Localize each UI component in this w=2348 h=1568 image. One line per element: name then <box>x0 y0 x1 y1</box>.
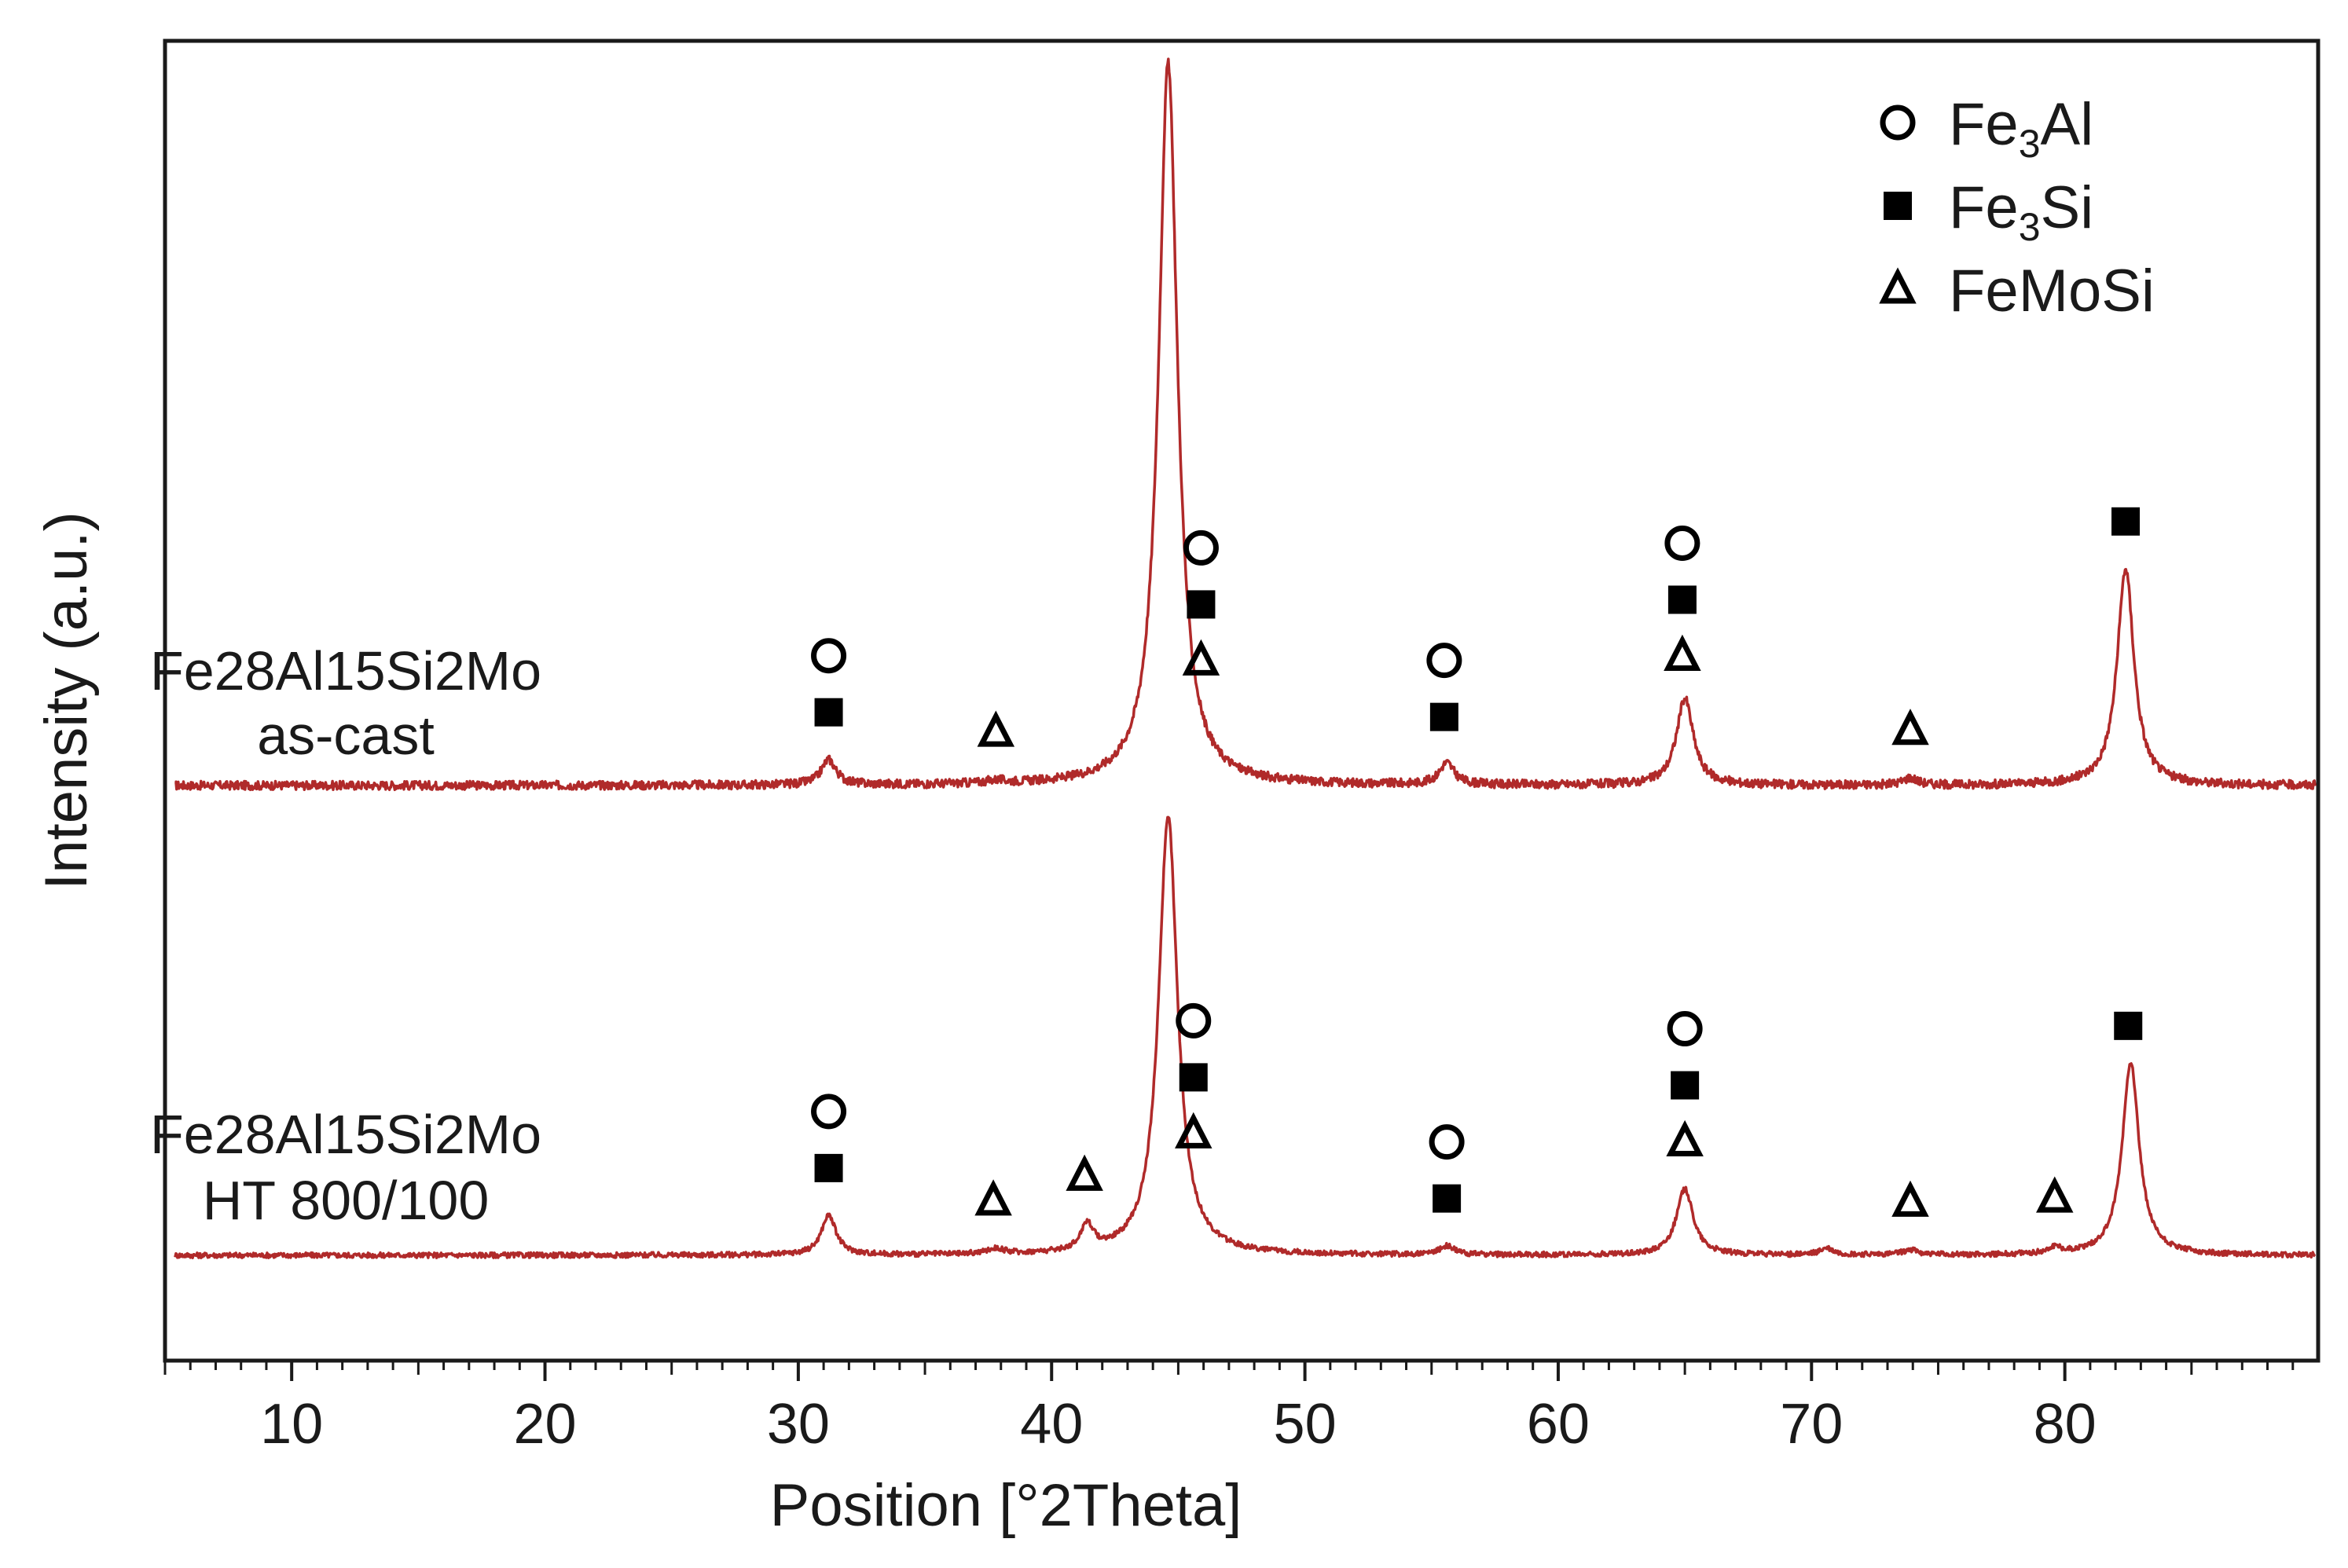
fe3al-marker <box>1664 525 1700 561</box>
sample-label-as-cast: Fe28Al15Si2Mo as-cast <box>150 640 541 766</box>
plot-frame <box>163 38 2320 1363</box>
femosi-marker <box>2036 1176 2074 1213</box>
femosi-marker <box>977 710 1015 747</box>
traces <box>174 57 2317 1259</box>
x-tick-label: 10 <box>260 1393 323 1456</box>
x-tick-label: 80 <box>2034 1393 2097 1456</box>
fe3al-marker <box>811 638 847 674</box>
fe3al-marker <box>1426 643 1462 679</box>
sample-label-line: Fe28Al15Si2Mo <box>150 1104 541 1165</box>
fe3si-marker <box>1667 585 1697 614</box>
femosi-marker <box>1175 1112 1213 1149</box>
legend-label: FeMoSi <box>1949 258 2155 324</box>
fe3si-marker <box>814 698 843 727</box>
fe3si-marker <box>1187 590 1216 619</box>
fe3al-marker <box>1667 1011 1703 1047</box>
y-axis-label: Intensity (a.u.) <box>33 511 100 890</box>
xrd-trace-1 <box>174 815 2317 1259</box>
legend-marker-open-circle <box>1880 104 1916 141</box>
legend-label: Fe3Al <box>1949 91 2093 166</box>
legend-marker-open-triangle <box>1879 267 1917 304</box>
femosi-marker <box>1891 1180 1929 1217</box>
x-axis: 10 20 30 40 50 60 70 80 <box>163 1361 2295 1456</box>
femosi-marker <box>1066 1154 1103 1191</box>
fe3si-marker <box>814 1153 843 1182</box>
phase-markers <box>811 507 2143 1217</box>
femosi-marker <box>1182 639 1220 676</box>
xrd-trace-0 <box>174 57 2317 792</box>
x-tick-label: 70 <box>1780 1393 1843 1456</box>
fe3si-marker <box>1433 1184 1462 1213</box>
x-tick-label: 30 <box>767 1393 830 1456</box>
x-axis-label: Position [°2Theta] <box>770 1472 1242 1539</box>
sample-label-line: as-cast <box>257 705 435 766</box>
femosi-marker <box>974 1179 1012 1216</box>
x-tick-label: 50 <box>1274 1393 1337 1456</box>
fe3si-marker <box>1671 1071 1700 1100</box>
sample-label-line: HT 800/100 <box>203 1170 490 1231</box>
fe3si-marker <box>1179 1063 1208 1092</box>
fe3al-marker <box>1176 1002 1212 1039</box>
x-tick-label: 40 <box>1020 1393 1083 1456</box>
x-tick-label: 20 <box>513 1393 576 1456</box>
fe3si-marker <box>2114 1011 2143 1040</box>
legend-label: Fe3Si <box>1949 174 2093 249</box>
legend: Fe3Al Fe3Si FeMoSi <box>1879 91 2155 324</box>
legend-marker-filled-square <box>1884 192 1912 220</box>
fe3al-marker <box>811 1094 847 1130</box>
sample-label-line: Fe28Al15Si2Mo <box>150 640 541 702</box>
sample-label-ht: Fe28Al15Si2Mo HT 800/100 <box>150 1104 541 1231</box>
femosi-marker <box>1891 709 1929 746</box>
fe3si-marker <box>1429 702 1458 731</box>
fe3al-marker <box>1183 529 1219 566</box>
x-tick-label: 60 <box>1527 1393 1590 1456</box>
fe3si-marker <box>2111 507 2141 536</box>
femosi-marker <box>1664 634 1701 671</box>
femosi-marker <box>1666 1119 1704 1157</box>
fe3al-marker <box>1429 1124 1465 1160</box>
